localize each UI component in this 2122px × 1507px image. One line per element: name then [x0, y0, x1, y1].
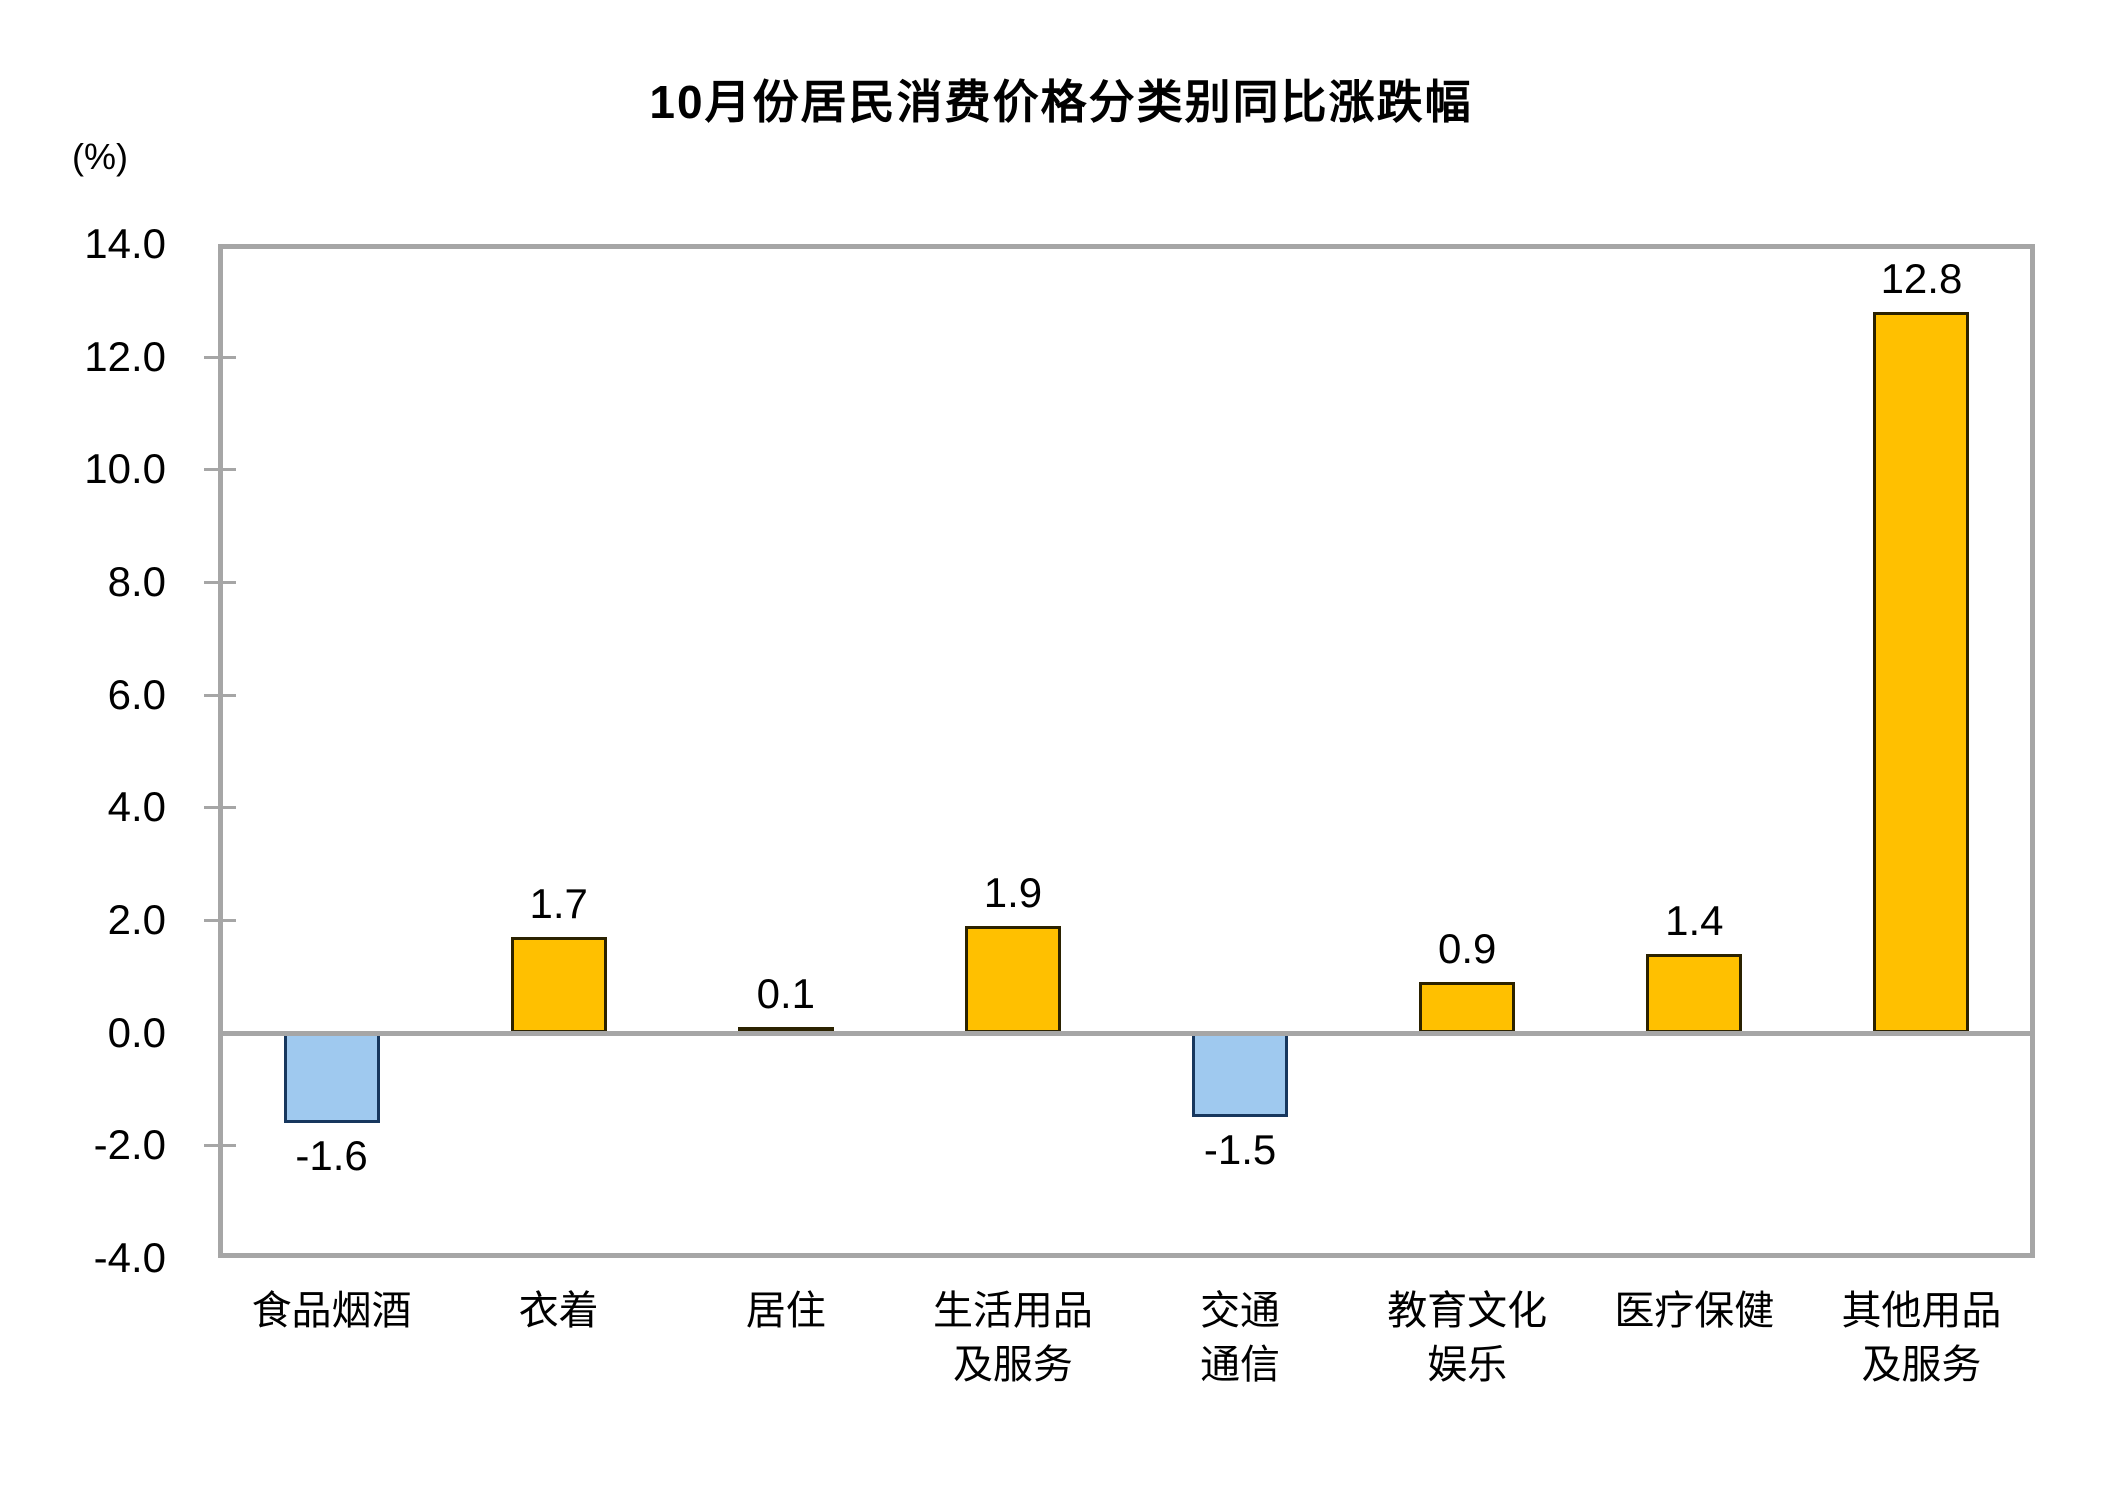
x-axis-label: 生活用品 及服务	[932, 1289, 1093, 1387]
x-axis-label: 交通 通信	[1200, 1289, 1281, 1387]
bar-value-label: 1.9	[983, 868, 1043, 916]
plot-area	[218, 244, 2035, 1258]
x-axis-label: 衣着	[518, 1289, 599, 1333]
bar-value-label: 1.4	[1665, 896, 1724, 944]
y-axis-tick-mark	[204, 693, 236, 697]
y-axis-tick-mark	[204, 581, 236, 584]
bar	[283, 1032, 380, 1123]
y-axis-tick-label: -2.0	[93, 1121, 166, 1169]
x-axis-label: 居住	[745, 1289, 826, 1333]
y-axis-tick-mark	[204, 468, 236, 472]
bar	[510, 936, 607, 1033]
y-axis-tick-label: 2.0	[107, 896, 166, 943]
y-axis-tick-label: -4.0	[93, 1234, 166, 1281]
bar	[1873, 311, 1970, 1033]
y-axis-tick-label: 10.0	[84, 445, 166, 493]
y-axis-tick-mark	[204, 355, 236, 359]
bar	[1419, 981, 1516, 1033]
y-axis-tick-label: 6.0	[107, 670, 166, 718]
bar	[1192, 1032, 1289, 1118]
bar-value-label: 1.7	[529, 879, 588, 927]
x-axis-label: 食品烟酒	[251, 1289, 412, 1333]
chart-title: 10月份居民消费价格分类别同比涨跌幅	[649, 76, 1473, 128]
x-axis-label: 其他用品 及服务	[1841, 1289, 2002, 1387]
bar	[964, 925, 1061, 1033]
zero-axis-line	[218, 1030, 2035, 1036]
bar-value-label: -1.6	[295, 1131, 368, 1179]
x-axis-label: 教育文化 娱乐	[1387, 1289, 1548, 1387]
y-axis-tick-label: 14.0	[84, 220, 166, 267]
y-axis-tick-label: 0.0	[107, 1008, 166, 1056]
y-axis-unit-label: (%)	[72, 136, 128, 177]
bar	[1646, 953, 1743, 1033]
bar-value-label: 12.8	[1880, 254, 1963, 302]
bar-value-label: 0.9	[1437, 924, 1497, 972]
y-axis-tick-label: 12.0	[84, 332, 166, 380]
y-axis-tick-label: 4.0	[107, 783, 166, 831]
y-axis-tick-mark	[204, 919, 236, 922]
x-axis-label: 医疗保健	[1614, 1289, 1775, 1333]
y-axis-tick-label: 8.0	[107, 558, 166, 605]
bar-value-label: -1.5	[1203, 1126, 1277, 1174]
y-axis-tick-mark	[204, 806, 236, 810]
bar-value-label: 0.1	[756, 970, 815, 1018]
y-axis-tick-mark	[204, 1144, 236, 1148]
